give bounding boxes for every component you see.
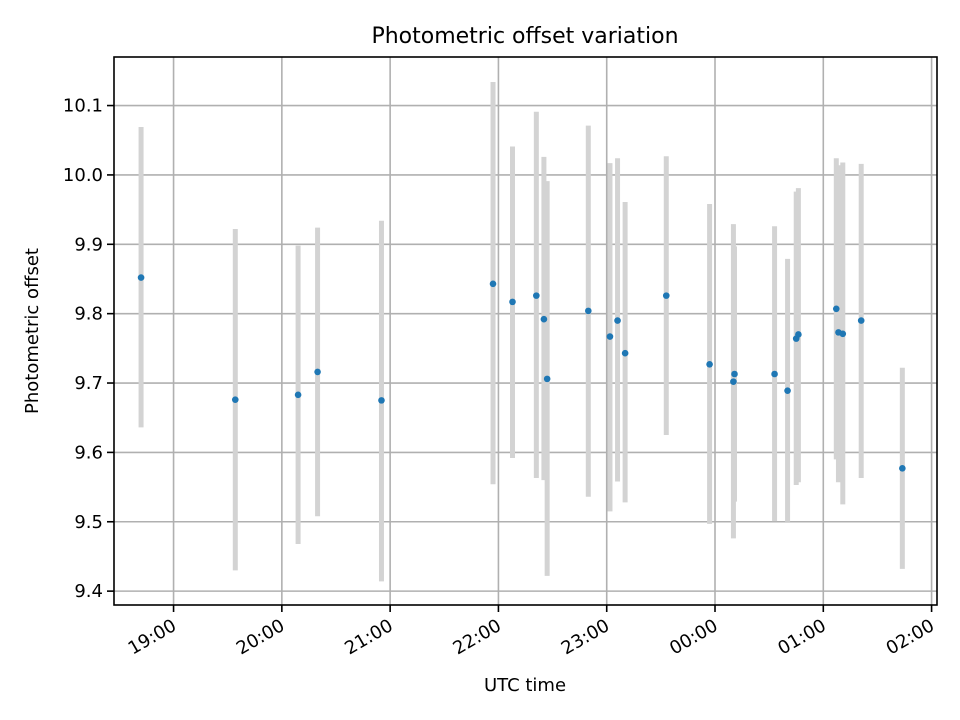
data-point xyxy=(606,333,614,340)
data-point xyxy=(543,375,551,383)
y-tick-label: 9.4 xyxy=(74,581,103,602)
y-tick-label: 9.9 xyxy=(74,234,103,255)
data-point xyxy=(839,330,847,338)
y-tick-label: 10.0 xyxy=(63,165,103,186)
data-point xyxy=(662,292,670,299)
y-tick-label: 9.6 xyxy=(74,442,103,463)
y-tick-label: 9.5 xyxy=(74,512,103,533)
data-point xyxy=(614,317,621,324)
x-tick-label: 23:00 xyxy=(558,615,613,659)
tick-layer: 19:00 20:00 21:00 22:00 23:00 00:00 01:00 02:00… xyxy=(63,96,938,660)
data-point xyxy=(730,378,737,385)
x-tick-label: 00:00 xyxy=(666,615,721,659)
data-point xyxy=(731,370,738,378)
x-tick-label: 19:00 xyxy=(125,615,180,659)
y-tick-label: 9.7 xyxy=(74,373,103,394)
y-tick-label: 9.8 xyxy=(74,304,103,325)
point-layer xyxy=(137,274,906,472)
y-tick-label: 10.1 xyxy=(63,96,103,117)
data-point xyxy=(378,397,385,404)
data-point xyxy=(706,360,713,368)
data-point xyxy=(540,315,548,323)
data-point xyxy=(314,368,321,376)
y-axis-label: Photometric offset xyxy=(22,248,43,414)
data-point xyxy=(585,307,592,315)
data-point xyxy=(489,280,497,288)
x-tick-label: 21:00 xyxy=(341,615,396,659)
data-point xyxy=(857,317,865,324)
data-point xyxy=(294,391,302,399)
data-point xyxy=(899,465,906,472)
data-point xyxy=(771,370,778,378)
data-point xyxy=(509,298,516,306)
chart-title: Photometric offset variation xyxy=(371,24,678,49)
data-point xyxy=(137,274,145,281)
x-tick-label: 01:00 xyxy=(774,615,829,659)
data-point xyxy=(784,387,791,394)
x-tick-label: 22:00 xyxy=(450,615,505,659)
data-point xyxy=(621,349,629,357)
data-point xyxy=(795,331,802,338)
x-tick-label: 20:00 xyxy=(233,615,288,659)
data-point xyxy=(832,305,840,313)
x-axis-label: UTC time xyxy=(484,675,566,696)
errorbar-layer xyxy=(138,81,905,582)
x-tick-label: 02:00 xyxy=(883,615,938,659)
plot-frame xyxy=(113,56,938,606)
data-point xyxy=(231,396,239,403)
data-point xyxy=(533,292,540,299)
